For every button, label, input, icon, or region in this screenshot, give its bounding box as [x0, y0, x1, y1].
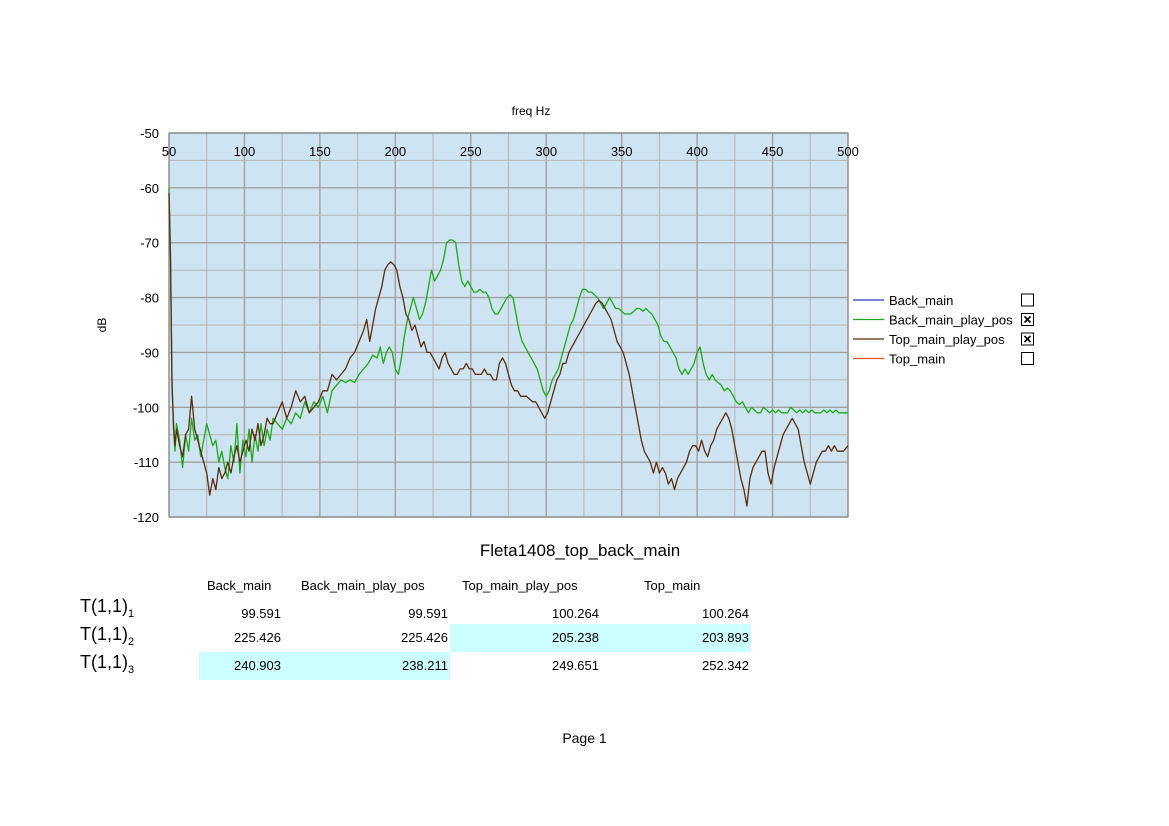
- y-tick-label: -80: [140, 291, 159, 306]
- y-tick-label: -100: [133, 400, 159, 415]
- plot-area: 50 100 150 200 250 300 350 400 450 500 -50 -60 -70 -8…: [133, 126, 859, 525]
- y-tick-label: -50: [140, 126, 159, 141]
- checkbox-check-icon: [1023, 315, 1032, 324]
- x-tick-label: 250: [460, 144, 482, 159]
- plot-border: [168, 132, 849, 518]
- legend-checkbox[interactable]: [1021, 293, 1034, 307]
- x-tick-label: 500: [837, 144, 859, 159]
- x-tick-label: 400: [686, 144, 708, 159]
- legend: Back_main Back_main_play_pos Top_main_play…: [853, 293, 1034, 367]
- legend-label: Back_main_play_pos: [889, 313, 1013, 328]
- x-tick-label: 150: [309, 144, 331, 159]
- x-tick-label: 100: [234, 144, 256, 159]
- series-line-back-main-play-pos: [168, 187, 848, 480]
- x-tick-label: 200: [384, 144, 406, 159]
- y-tick-label: -60: [140, 181, 159, 196]
- x-tick-label: 50: [162, 144, 176, 159]
- legend-label: Top_main: [889, 352, 945, 367]
- chart-title: Fleta1408_top_back_main: [480, 541, 680, 560]
- y-tick-label: -90: [140, 345, 159, 360]
- y-tick-label: -110: [134, 455, 159, 470]
- x-tick-label: 350: [611, 144, 633, 159]
- legend-checkbox[interactable]: [1021, 352, 1034, 365]
- series-line-top-main-play-pos: [168, 193, 849, 507]
- y-axis-label: dB: [95, 318, 109, 333]
- legend-label: Back_main: [889, 293, 953, 308]
- x-tick-label: 300: [535, 144, 557, 159]
- x-tick-label: 450: [762, 144, 784, 159]
- x-axis-label: freq Hz: [512, 104, 551, 118]
- y-tick-label: -70: [140, 236, 159, 251]
- legend-label: Top_main_play_pos: [889, 332, 1005, 347]
- y-tick-label: -120: [133, 510, 159, 525]
- checkbox-check-icon: [1023, 335, 1032, 343]
